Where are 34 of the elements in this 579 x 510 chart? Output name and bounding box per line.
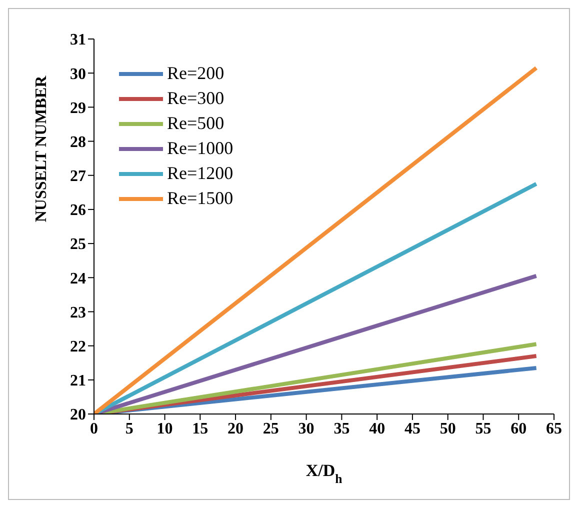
y-tick-label: 22 [70, 338, 86, 356]
x-tick-label: 15 [192, 420, 208, 438]
y-tick-label: 24 [70, 270, 86, 288]
x-tick-label: 40 [369, 420, 386, 438]
x-tick-label: 65 [546, 420, 562, 438]
x-tick-label: 45 [404, 420, 420, 438]
x-tick-label: 50 [440, 420, 456, 438]
legend-label: Re=300 [167, 87, 224, 110]
legend-label: Re=1000 [167, 137, 234, 160]
y-tick-label: 23 [70, 304, 86, 322]
y-tick-label: 31 [70, 32, 86, 49]
x-axis-title: X/D$_{h}$ [306, 461, 342, 486]
y-tick-label: 25 [70, 236, 86, 254]
legend-label: Re=1500 [167, 187, 234, 210]
x-tick-label: 25 [262, 420, 279, 438]
x-tick-label: 35 [334, 420, 350, 438]
y-tick-label: 27 [70, 168, 86, 186]
y-tick-label: 29 [70, 100, 86, 117]
y-tick-label: 20 [70, 406, 86, 424]
legend-label: Re=500 [167, 112, 224, 135]
x-tick-label: 10 [156, 420, 173, 438]
y-tick-label: 26 [70, 202, 86, 220]
x-tick-label: 55 [475, 420, 492, 438]
legend-label: Re=200 [167, 62, 224, 85]
legend-label: Re=1200 [167, 162, 234, 185]
x-tick-label: 30 [298, 420, 314, 438]
y-axis-title: NUSSELT NUMBER [33, 75, 50, 222]
x-tick-label: 5 [125, 420, 134, 438]
y-tick-label: 21 [70, 372, 86, 390]
x-tick-label: 0 [90, 420, 98, 438]
y-tick-label: 30 [70, 66, 86, 83]
x-tick-label: 60 [510, 420, 527, 438]
y-tick-label: 28 [70, 134, 86, 151]
x-tick-label: 20 [228, 420, 244, 438]
